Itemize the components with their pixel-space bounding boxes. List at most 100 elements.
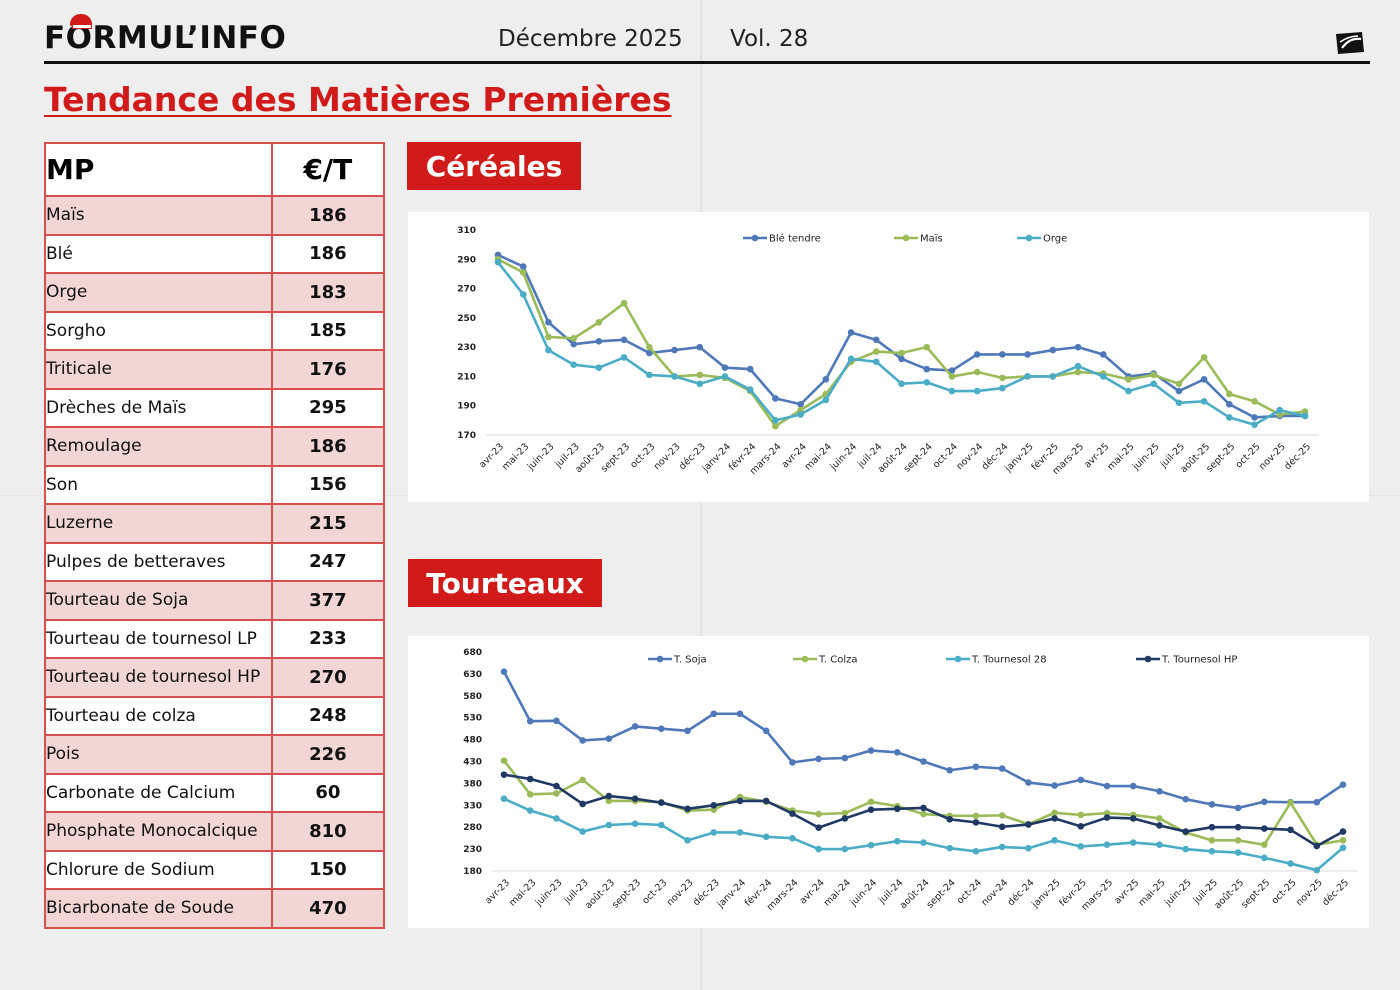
data-point — [605, 735, 613, 743]
material-price: 270 — [270, 657, 386, 698]
data-point — [519, 263, 527, 270]
data-point — [500, 668, 508, 676]
x-tick-label: nov-24 — [954, 441, 985, 472]
legend-label: T. Soja — [673, 655, 707, 666]
legend-label: T. Tournesol 28 — [971, 655, 1047, 666]
x-tick-label: mai-23 — [507, 877, 538, 908]
x-tick-label: nov-25 — [1294, 877, 1325, 908]
data-point — [1125, 376, 1132, 383]
data-point — [762, 833, 770, 841]
data-point — [841, 845, 849, 853]
data-point — [1156, 815, 1163, 822]
x-tick-label: juin-24 — [827, 441, 859, 473]
material-name: Tourteau de tournesol LP — [44, 618, 273, 659]
price-table: MP €/T Maïs 186 Blé 186 Orge 183 Sorgho 185 Trit… — [44, 142, 386, 929]
data-point — [948, 387, 956, 395]
data-point — [519, 269, 527, 276]
data-point — [872, 358, 880, 366]
table-row: Remoulage 186 — [44, 426, 386, 467]
legend-item: T. Colza — [793, 655, 858, 666]
data-point — [1024, 373, 1031, 380]
series-0 — [500, 668, 1347, 812]
data-point — [710, 829, 718, 836]
data-point — [920, 839, 927, 846]
y-tick-label: 580 — [463, 692, 482, 702]
data-point — [605, 797, 613, 805]
data-point — [553, 790, 560, 797]
data-point — [847, 329, 855, 336]
x-tick-label: mai-24 — [803, 441, 834, 472]
material-price: 470 — [270, 888, 386, 929]
data-point — [999, 374, 1006, 382]
legend-item: Orge — [1017, 234, 1067, 245]
x-tick-label: juin-25 — [1162, 877, 1194, 909]
material-price: 183 — [270, 272, 386, 313]
data-point — [998, 823, 1006, 831]
data-point — [1103, 814, 1111, 821]
material-name: Tourteau de Soja — [44, 580, 273, 621]
data-point — [1077, 823, 1085, 830]
data-point — [1200, 398, 1208, 405]
chef-hat-icon — [70, 14, 92, 29]
data-point — [867, 806, 875, 813]
data-point — [772, 417, 779, 424]
data-point — [1261, 798, 1268, 806]
series-1 — [500, 757, 1347, 849]
data-point — [605, 792, 613, 800]
data-point — [1024, 351, 1031, 358]
data-point — [1156, 841, 1163, 849]
table-row: Phosphate Monocalcique 810 — [44, 811, 386, 852]
data-point — [789, 810, 796, 817]
legend-marker — [801, 655, 809, 663]
data-point — [500, 757, 508, 764]
chart-cereales-svg: 170190210230250270290310avr-23mai-23juin… — [457, 226, 1319, 477]
data-point — [1339, 844, 1347, 852]
series-3 — [500, 771, 1347, 850]
x-tick-label: sept-25 — [1239, 877, 1272, 910]
data-point — [1077, 843, 1085, 850]
data-point — [1234, 804, 1242, 812]
data-point — [1182, 795, 1189, 803]
data-point — [526, 807, 534, 814]
x-tick-label: juin-25 — [1130, 441, 1162, 473]
data-point — [893, 749, 901, 756]
data-point — [570, 335, 577, 342]
legend-marker — [1144, 655, 1152, 663]
data-point — [1313, 866, 1321, 874]
y-tick-label: 680 — [463, 648, 482, 658]
data-point — [1339, 837, 1347, 844]
material-name: Sorgho — [44, 310, 273, 351]
data-point — [772, 422, 779, 430]
data-point — [847, 355, 855, 363]
data-point — [822, 376, 830, 383]
x-tick-label: mai-23 — [500, 441, 531, 472]
series-2 — [500, 795, 1347, 874]
table-row: Tourteau de colza 248 — [44, 695, 386, 736]
y-tick-label: 230 — [457, 343, 476, 353]
material-name: Maïs — [44, 195, 273, 236]
data-point — [1208, 847, 1216, 855]
data-point — [872, 348, 880, 355]
data-point — [579, 737, 586, 744]
data-point — [1077, 776, 1085, 784]
material-name: Pulpes de betteraves — [44, 541, 273, 582]
data-point — [620, 336, 628, 344]
legend-label: Maïs — [920, 234, 943, 245]
material-price: 226 — [270, 734, 386, 775]
material-price: 60 — [270, 772, 386, 813]
data-point — [736, 829, 744, 836]
x-tick-label: nov-23 — [652, 441, 683, 472]
data-point — [893, 805, 901, 813]
data-point — [1049, 346, 1057, 354]
data-point — [797, 400, 804, 408]
legend-marker — [902, 234, 910, 242]
table-row: Tourteau de tournesol HP 270 — [44, 657, 386, 698]
data-point — [1261, 854, 1268, 862]
data-point — [1156, 822, 1163, 829]
data-point — [946, 766, 954, 774]
data-point — [1226, 400, 1233, 408]
data-point — [1276, 406, 1284, 414]
data-point — [867, 747, 875, 754]
x-tick-label: janv-25 — [1029, 877, 1062, 910]
data-point — [841, 815, 849, 822]
